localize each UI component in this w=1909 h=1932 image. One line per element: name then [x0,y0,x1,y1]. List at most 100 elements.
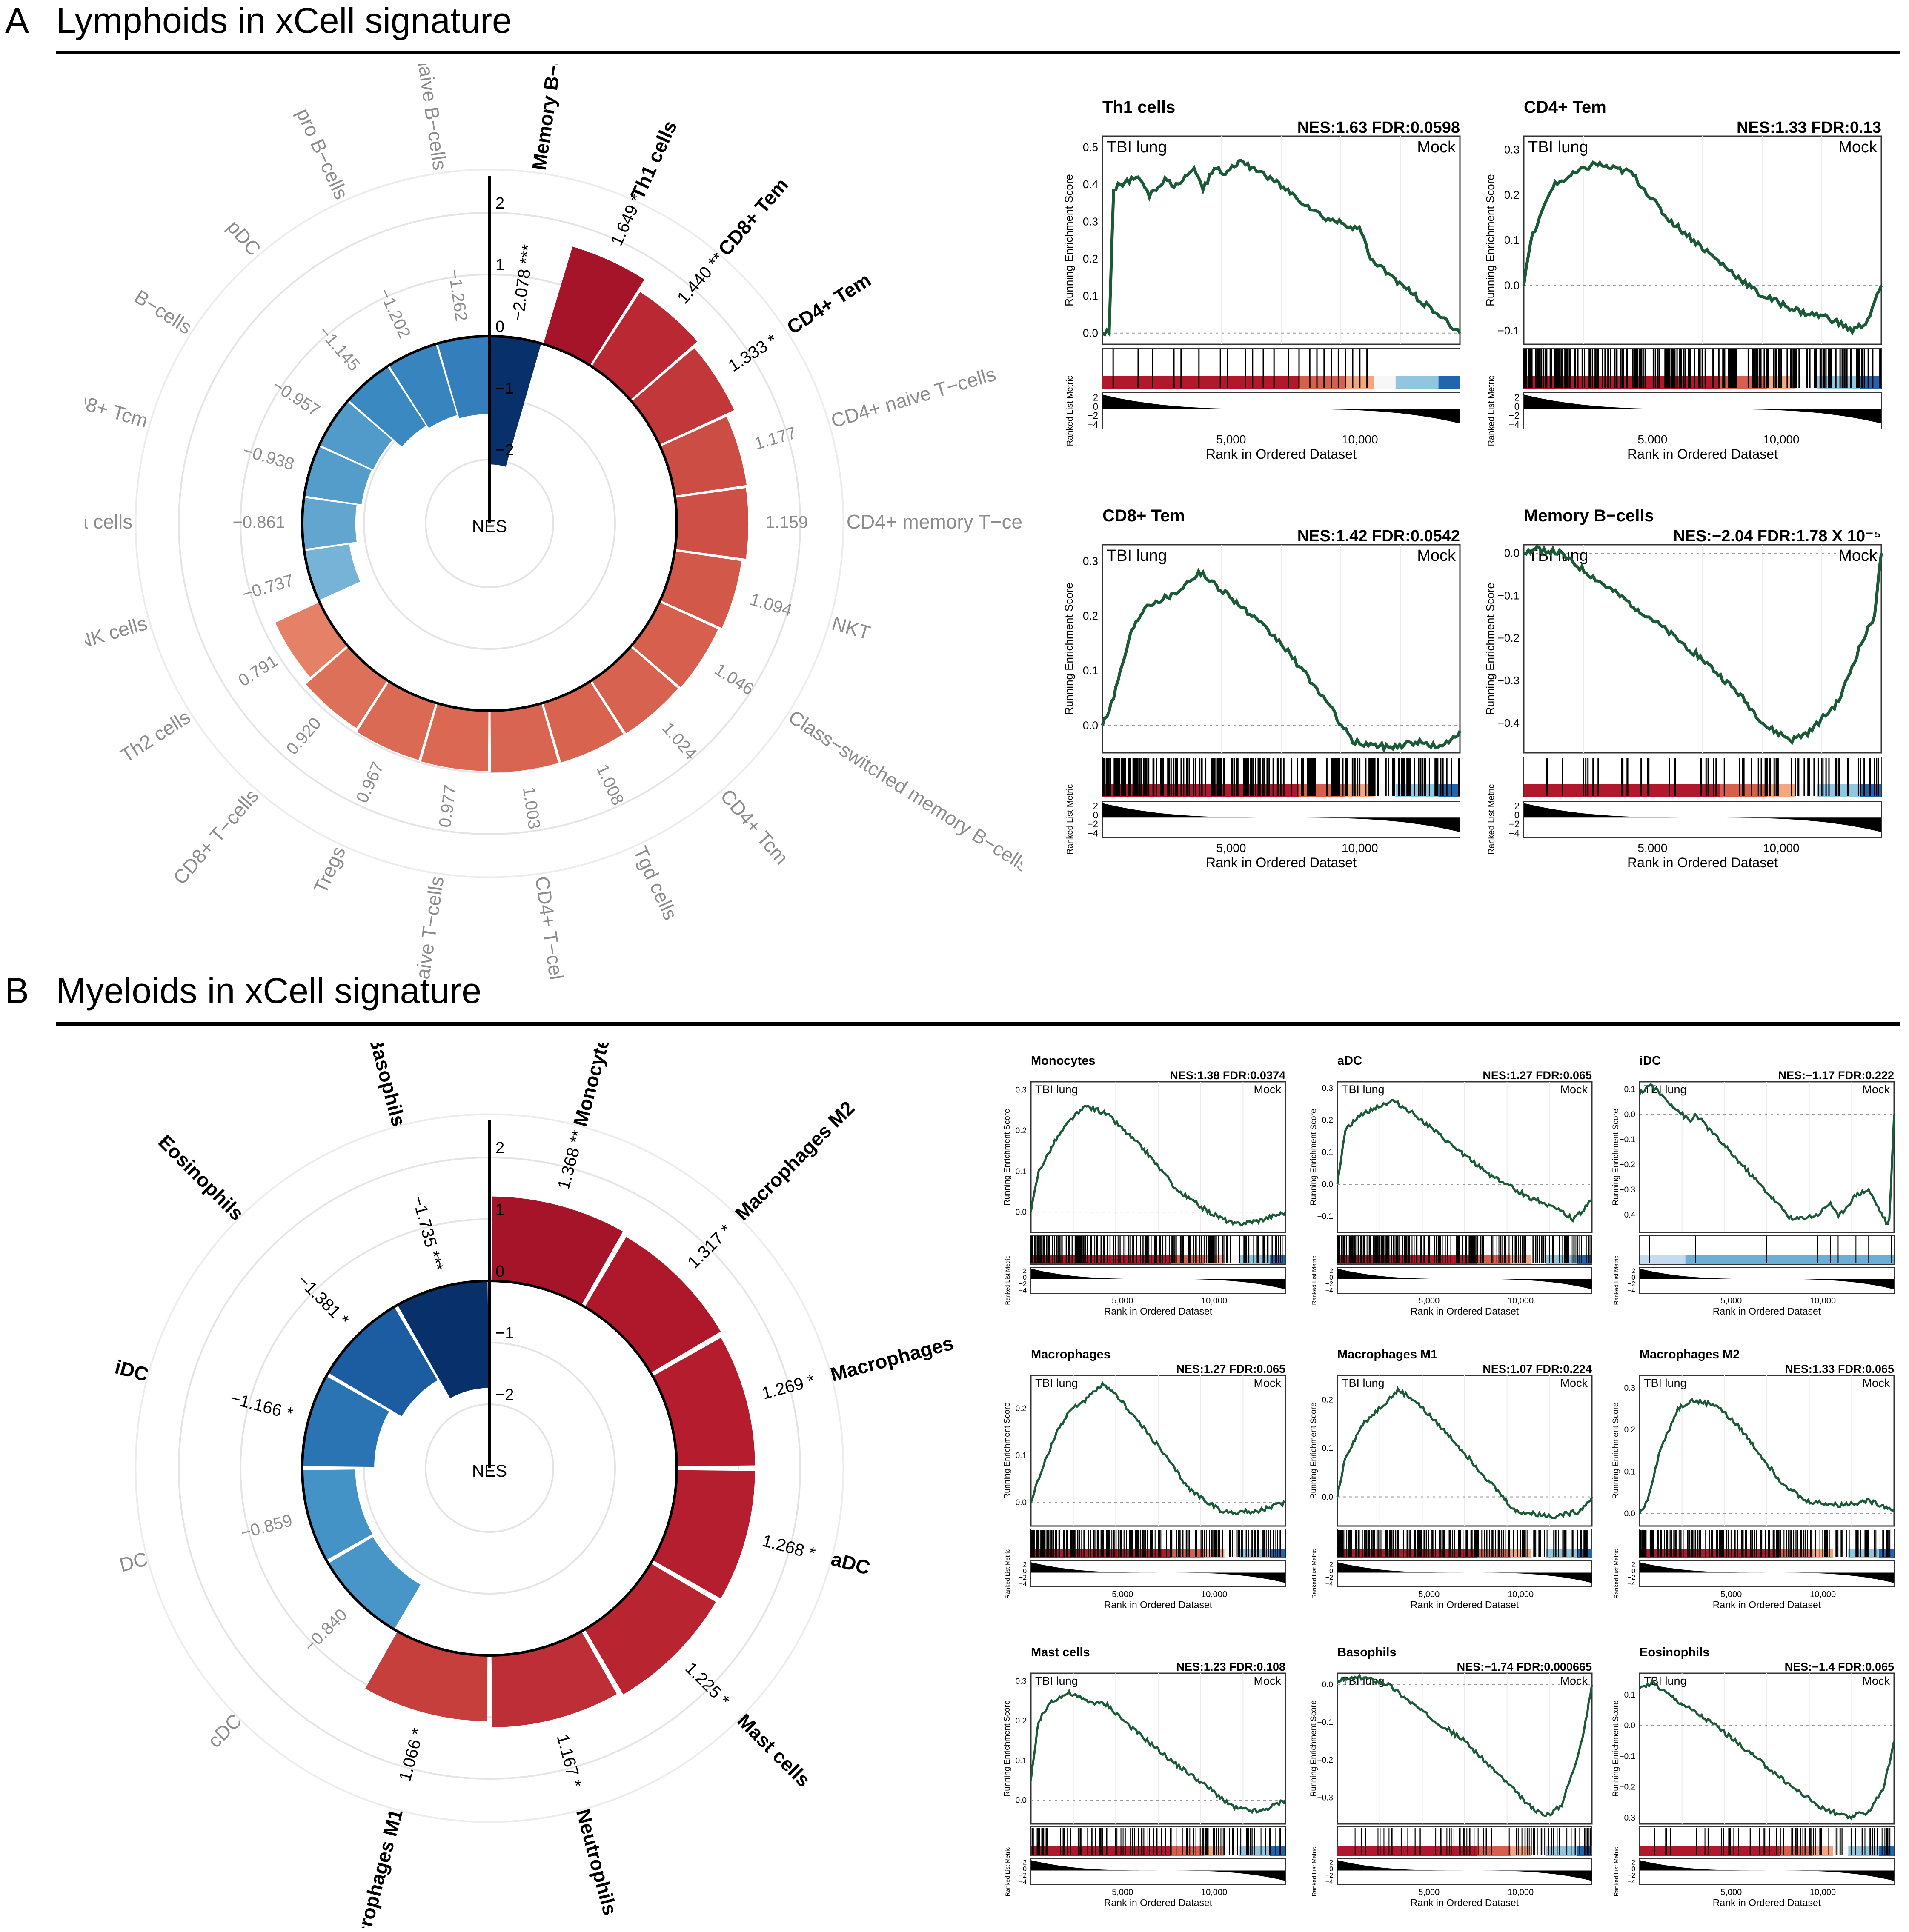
gsea-ytick: −0.3 [1498,674,1520,687]
gsea-right-tag: Mock [1417,138,1456,156]
gsea-title: Macrophages M1 [1337,1348,1437,1361]
panel-a-rule [56,51,1900,54]
panel-b-header: B Myeloids in xCell signature [0,970,1909,1030]
category-label-plasma-cells: Plasma cells [85,511,132,533]
gsea-metric-area [1640,1860,1894,1881]
gsea-ylabel: Running Enrichment Score [1003,1109,1012,1205]
category-label-cd8-t-cells: CD8+ T−cells [169,785,263,889]
gsea-enrichment-curve [1336,1099,1592,1223]
bar-memory-b-cells [489,336,541,467]
gsea-right-tag: Mock [1838,547,1878,565]
gsea-left-tag: TBI lung [1342,1377,1385,1389]
gsea-ytick: 0.3 [1504,143,1520,156]
gsea-ytick: 0.0 [1016,1208,1027,1217]
bar-adc [653,1470,755,1599]
axis-tick-label: −1 [495,380,514,397]
gsea-rank-stripe [1685,1255,1894,1264]
value-label-cd4-memory-t-cells: 1.159 [765,513,808,532]
gsea-metric-area [1031,1562,1285,1583]
gsea-rank-stripe [1860,376,1881,389]
gsea-ytick: 0.3 [1083,554,1098,567]
gsea-xlabel: Rank in Ordered Dataset [1104,1599,1213,1610]
category-label-th1-cells: Th1 cells [626,117,681,203]
gsea-metric-tick: −2 [1325,1872,1333,1879]
gsea-enrichment-curve [1639,1678,1895,1821]
gsea-title: Basophils [1337,1646,1397,1659]
gsea-rank-stripe [1224,1846,1240,1856]
gsea-right-tag: Mock [1560,1675,1588,1687]
category-label-dc: DC [117,1547,150,1576]
gsea-metric-tick: −4 [1628,1580,1635,1588]
gsea-title: Th1 cells [1102,98,1175,117]
bar-cd8-t-cells [306,647,388,728]
gsea-ylabel: Running Enrichment Score [1611,1402,1620,1499]
gsea-right-tag: Mock [1254,1083,1281,1096]
gsea-metric-area [1640,1562,1894,1583]
category-label-basophils: Basophils [364,1043,410,1129]
gsea-metric-tick: −2 [1019,1280,1027,1288]
value-label-cd4-tem: 1.333 * [725,331,780,376]
gsea-title: Monocytes [1031,1054,1095,1068]
gsea-xtick: 10,000 [1810,1888,1836,1897]
gsea-ytick: 0.0 [1624,1509,1635,1518]
gsea-metric-tick: 0 [1514,810,1520,820]
gsea-ytick: 0.1 [1016,1756,1027,1765]
gsea-enrichment-curve [1336,1386,1593,1520]
gsea-ytick: 0.0 [1624,1721,1635,1730]
gsea-xtick: 10,000 [1508,1296,1534,1306]
gsea-metric-tick: 2 [1023,1561,1027,1569]
gsea-xtick: 10,000 [1763,841,1800,855]
bar-mast-cells [584,1563,716,1695]
gsea-ylabel: Running Enrichment Score [1484,174,1497,306]
panel-a-header: A Lymphoids in xCell signature [0,0,1909,60]
gsea-metric-tick: −2 [1509,819,1520,829]
panel-b-title: Myeloids in xCell signature [56,971,482,1011]
gsea-title: Macrophages M2 [1640,1348,1740,1361]
gsea-xtick: 5,000 [1418,1296,1440,1306]
gsea-ytick: 0.3 [1016,1086,1027,1095]
value-label-plasma-cells: −0.861 [233,513,285,532]
bar-nkt [660,551,742,628]
axis-tick-label: 0 [495,318,504,336]
gsea-metric-tick: 2 [1093,801,1098,812]
category-label-cd8-tem: CD8+ Tem [714,174,793,260]
axis-tick-label: 2 [495,1139,504,1157]
outer-grid-circle [135,1113,844,1823]
gsea-right-tag: Mock [1417,547,1456,565]
value-label-th2-cells: 0.791 [235,652,281,690]
panel-a-letter: A [5,0,29,40]
gsea-metric-tick: −2 [1019,1872,1027,1879]
bar-macrophages [653,1338,755,1466]
gsea-plot-th1-cells: Th1 cells NES:1.63 FDR:0.0598 0.5 0.4 0.3 0.2… [1062,98,1461,462]
gsea-rank-stripe [1374,376,1396,389]
value-label-dc: −0.859 [239,1511,295,1543]
gsea-metric-label: Ranked List Metric [1004,1847,1011,1897]
category-label-memory-b-cells: Memory B−cells [528,64,571,171]
gsea-rank-stripe [1640,1255,1686,1264]
gsea-ytick: −0.3 [1619,1186,1635,1195]
category-label-neutrophils: Neutrophils [572,1806,621,1917]
gsea-right-tag: Mock [1862,1377,1890,1389]
gsea-metric-area [1031,1269,1285,1289]
gsea-metric-tick: 2 [1329,1859,1333,1866]
gsea-metric-area [1031,1860,1285,1881]
bar-pdc [349,366,426,447]
gsea-metric-tick: −4 [1019,1287,1027,1294]
gsea-right-tag: Mock [1838,138,1878,156]
gsea-metric-tick: 0 [1093,810,1098,820]
gsea-xlabel: Rank in Ordered Dataset [1627,446,1778,462]
gsea-right-tag: Mock [1560,1377,1588,1389]
gsea-xtick: 5,000 [1720,1590,1742,1599]
nes-axis-label: NES [472,1462,507,1480]
gsea-metric-tick: 0 [1631,1274,1635,1281]
bar-monocytes [491,1196,623,1305]
category-label-nk-cells: NK cells [85,612,149,653]
bar-cd4-tcm [591,647,678,734]
gsea-rank-stripe [1577,1255,1592,1264]
value-label-nk-cells: −0.737 [240,571,296,604]
gsea-rank-stripe [1102,376,1299,389]
gsea-ytick: −0.4 [1619,1211,1635,1220]
gsea-metric-area [1102,394,1460,424]
gsea-ylabel: Running Enrichment Score [1003,1402,1012,1499]
gsea-ylabel: Running Enrichment Score [1062,583,1075,715]
